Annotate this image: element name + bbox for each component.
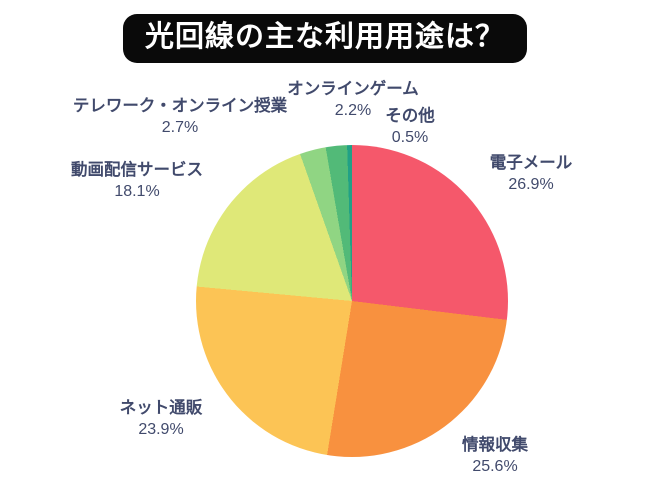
slice-label-email: 電子メール 26.9% xyxy=(490,152,573,196)
slice-label-telework-online-class: テレワーク・オンライン授業 2.7% xyxy=(73,95,287,139)
pie-chart xyxy=(196,145,508,457)
chart-title: 光回線の主な利用用途は？ xyxy=(122,14,528,63)
slice-name: 電子メール xyxy=(489,154,573,172)
slice-name: その他 xyxy=(385,107,435,125)
slice-label-info-gathering: 情報収集 25.6% xyxy=(462,434,528,478)
slice-percent: 23.9% xyxy=(138,421,184,438)
slice-percent: 26.9% xyxy=(508,176,554,193)
slice-name: オンラインゲーム xyxy=(287,80,419,98)
slice-label-other: その他 0.5% xyxy=(385,105,435,149)
slice-label-online-shopping: ネット通販 23.9% xyxy=(120,397,203,441)
slice-percent: 25.6% xyxy=(472,458,518,475)
slice-name: 情報収集 xyxy=(462,436,528,454)
slice-percent: 2.7% xyxy=(161,119,199,136)
slice-name: 動画配信サービス xyxy=(71,161,203,179)
slice-name: ネット通販 xyxy=(119,399,203,417)
slice-name: テレワーク・オンライン授業 xyxy=(72,97,288,115)
slice-label-video-streaming: 動画配信サービス 18.1% xyxy=(71,159,203,203)
slice-percent: 18.1% xyxy=(114,183,160,200)
slice-label-online-game: オンラインゲーム 2.2% xyxy=(287,78,419,122)
slice-percent: 2.2% xyxy=(334,102,372,119)
slice-percent: 0.5% xyxy=(391,129,429,146)
